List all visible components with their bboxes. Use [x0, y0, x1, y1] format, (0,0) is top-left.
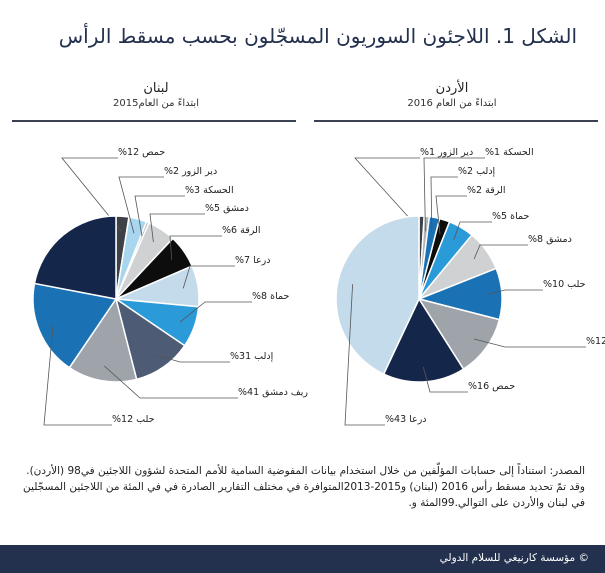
lebanon-label-2: الحسكة 3%	[185, 185, 234, 196]
jordan-label-9: درعا 43%	[385, 414, 427, 425]
lebanon-leader-7	[154, 354, 230, 363]
lebanon-title: لبنان	[143, 81, 169, 96]
lebanon-slice-10	[33, 215, 117, 300]
jordan-label-4: حماة 5%	[492, 211, 529, 222]
lebanon-leader-3	[149, 213, 205, 243]
jordan-slice-8	[382, 297, 465, 383]
lebanon-leader-8	[104, 365, 238, 399]
jordan-label-7: ريف دمشق 12%	[586, 336, 605, 347]
jordan-rule	[314, 120, 598, 122]
figure-title: الشكل 1. اللاجئون السوريون المسجّلون بحس…	[58, 24, 577, 48]
jordan-label-3: الرقة 2%	[467, 185, 506, 196]
jordan-label-1: الحسكة 1%	[485, 147, 534, 158]
jordan-slice-7	[417, 297, 501, 371]
jordan-leader-0	[354, 157, 422, 232]
lebanon-rule	[12, 120, 296, 122]
jordan-pie: دير الزور 1% الحسكة 1% إدلب 2% الرقة 2% حماة…	[335, 147, 605, 426]
jordan-leader-8	[422, 366, 468, 393]
lebanon-leader-9	[43, 324, 112, 426]
lebanon-label-8: ريف دمشق 41%	[238, 387, 308, 398]
lebanon-leader-5	[182, 265, 235, 289]
lebanon-label-0: حمص 12%	[118, 147, 165, 158]
lebanon-leader-0	[61, 157, 122, 232]
lebanon-subtitle: ابتداءً من العام2015	[113, 98, 199, 109]
jordan-label-2: إدلب 2%	[458, 166, 496, 177]
jordan-leader-5	[473, 244, 528, 260]
jordan-label-5: دمشق 8%	[528, 234, 572, 245]
jordan-label-8: حمص 16%	[468, 381, 515, 392]
lebanon-slice-8	[68, 297, 138, 383]
pie-charts: حمص 12% دير الزور 2% الحسكة 3% دمشق 5% الرقة…	[32, 147, 605, 426]
lebanon-label-5: درعا 7%	[235, 255, 270, 266]
lebanon-leader-6	[179, 301, 252, 323]
jordan-leader-9	[344, 284, 385, 426]
jordan-title: الأردن	[435, 81, 469, 96]
jordan-leader-1	[423, 157, 485, 232]
source-note: المصدر: استناداً إلى حسابات المؤلّفين من…	[23, 465, 585, 509]
lebanon-slice-9	[32, 282, 118, 369]
jordan-subtitle: ابتداءً من العام 2016	[407, 98, 497, 109]
lebanon-label-9: حلب 12%	[112, 414, 155, 425]
lebanon-label-3: دمشق 5%	[205, 203, 249, 214]
jordan-leader-7	[473, 338, 586, 348]
jordan-leader-6	[486, 289, 543, 296]
lebanon-leader-2	[134, 195, 185, 237]
footer-credit: © مؤسسة كارنيغي للسلام الدولي	[439, 552, 589, 564]
lebanon-label-6: حماة 8%	[252, 291, 289, 302]
footer-bar: © مؤسسة كارنيغي للسلام الدولي	[0, 545, 605, 573]
jordan-leader-3	[435, 195, 467, 235]
lebanon-leader-1	[118, 176, 164, 234]
lebanon-header: لبنان ابتداءً من العام2015	[18, 81, 294, 109]
jordan-slice-9	[335, 215, 420, 376]
jordan-header: الأردن ابتداءً من العام 2016	[314, 81, 590, 109]
jordan-leader-2	[430, 176, 458, 233]
lebanon-label-4: الرقة 6%	[222, 225, 261, 236]
lebanon-leader-4	[169, 235, 222, 260]
lebanon-pie: حمص 12% دير الزور 2% الحسكة 3% دمشق 5% الرقة…	[32, 147, 308, 426]
jordan-leader-4	[453, 221, 492, 241]
jordan-label-6: حلب 10%	[543, 279, 586, 290]
lebanon-label-1: دير الزور 2%	[164, 166, 217, 177]
jordan-label-0: دير الزور 1%	[420, 147, 473, 158]
lebanon-label-7: إدلب 31%	[230, 351, 274, 362]
